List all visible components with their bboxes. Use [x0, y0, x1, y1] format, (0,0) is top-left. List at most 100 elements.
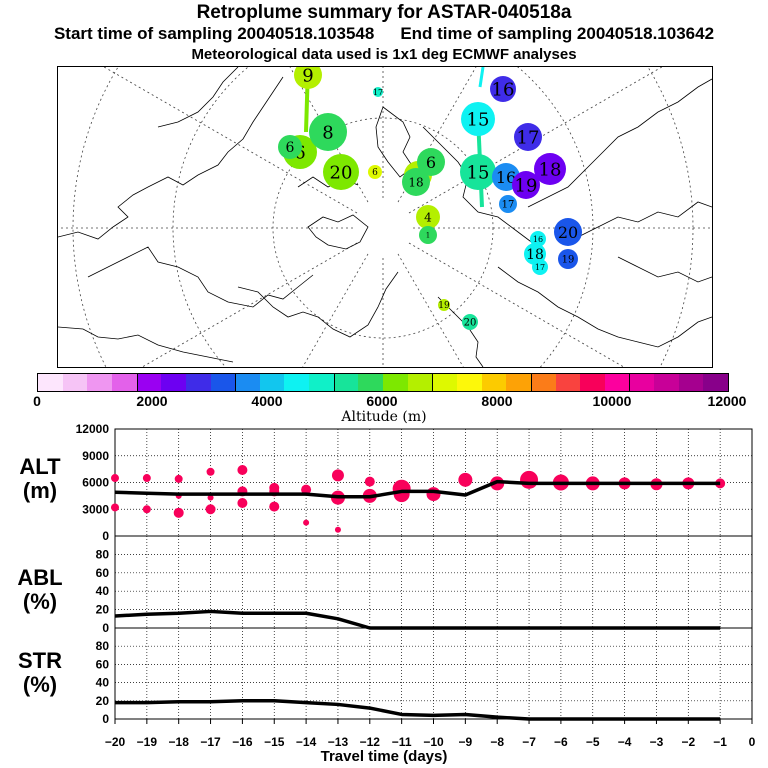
x-tick-label: −5 [586, 735, 600, 749]
plume-circle [512, 171, 540, 199]
x-tick-label: −13 [328, 735, 349, 749]
coastline [157, 67, 239, 128]
colorbar-tick-label: 8000 [481, 393, 513, 409]
plume-label: 19 [438, 301, 450, 311]
colorbar-swatch [555, 374, 581, 391]
colorbar-swatch [259, 374, 285, 391]
met-data-note: Meteorological data used is 1x1 deg ECMW… [191, 46, 577, 63]
plume-circle [558, 249, 578, 269]
cluster-dot [174, 474, 183, 483]
meridian-line [141, 242, 358, 367]
colorbar-swatch [235, 374, 261, 391]
cluster-dot [237, 498, 248, 509]
x-tick-label: −10 [423, 735, 444, 749]
plume-circle [373, 87, 383, 97]
y-tick-label: 60 [96, 566, 110, 580]
alt-panel-label: ALT (m) [0, 455, 80, 503]
abl-panel-label: ABL (%) [0, 566, 80, 614]
plume-circle [416, 205, 440, 229]
plume-circle [514, 123, 542, 151]
x-tick-label: −12 [360, 735, 381, 749]
colorbar-divider [629, 374, 631, 391]
colorbar-swatch [185, 374, 211, 391]
x-tick-label: 0 [749, 735, 756, 749]
cluster-dot [303, 519, 310, 526]
meridian-line [397, 253, 464, 367]
plume-label: 20 [330, 162, 353, 183]
x-axis-title: Travel time (days) [320, 748, 448, 765]
plume-label: 4 [424, 210, 432, 224]
colorbar-swatch [136, 374, 162, 391]
colorbar-divider [333, 374, 335, 391]
coastlines [58, 67, 712, 367]
str-name: STR [18, 648, 62, 673]
x-tick-label: −7 [522, 735, 536, 749]
cluster-dot [237, 465, 248, 476]
colorbar-swatch [87, 374, 113, 391]
x-tick-label: −1 [713, 735, 727, 749]
plume-circle [278, 135, 302, 159]
plume-label: 17 [517, 127, 540, 148]
abl-line [114, 609, 721, 630]
plume-circle [419, 226, 437, 244]
graticule [58, 67, 712, 367]
plume-label: 19 [562, 255, 575, 266]
cluster-dot [458, 472, 473, 487]
x-tick-label: −16 [232, 735, 253, 749]
start-time: Start time of sampling 20040518.103548 [53, 24, 375, 43]
altitude-colorbar [37, 373, 729, 392]
colorbar-swatch [678, 374, 704, 391]
cluster-dot [269, 501, 280, 512]
cluster-dot [142, 505, 151, 514]
plume-track [478, 67, 485, 88]
cluster-dot [173, 507, 184, 518]
retroplume-map: 9176862064186411615171815161917201618191… [57, 66, 713, 368]
plume-circle [417, 148, 445, 176]
x-tick-label: −4 [618, 735, 632, 749]
polar-stereographic-map: 9176862064186411615171815161917201618191… [58, 67, 712, 367]
cluster-dot [207, 494, 214, 501]
coastline [617, 256, 712, 283]
coastline [497, 266, 712, 348]
plume-circle [554, 218, 582, 246]
abl-panel: 0 20 40 60 80 [96, 535, 753, 635]
colorbar-swatch [604, 374, 630, 391]
colorbar-divider [530, 374, 532, 391]
cluster-dot [301, 484, 312, 495]
plume-label: 18 [408, 175, 423, 189]
plume-label: 17 [373, 88, 383, 97]
chart-title: Retroplume summary for ASTAR-040518a [196, 2, 572, 23]
sampling-times: Start time of sampling 20040518.103548 En… [0, 24, 768, 44]
colorbar-divider [136, 374, 138, 391]
alt-line [114, 479, 721, 499]
alt-panel: 0 3000 6000 9000 12000 [76, 422, 753, 543]
coastline [422, 126, 539, 248]
y-tick-label: 60 [96, 657, 110, 671]
plume-circle [490, 76, 516, 102]
colorbar-swatch [333, 374, 359, 391]
x-tick-label: −11 [392, 735, 412, 749]
plume-label: 9 [302, 67, 313, 86]
plume-markers: 9176862064186411615171815161917201618191… [278, 67, 582, 330]
cluster-dot [205, 504, 216, 515]
colorbar-swatch [629, 374, 655, 391]
coastline [87, 246, 314, 308]
y-tick-label: 20 [96, 603, 110, 617]
plume-label: 6 [426, 153, 436, 172]
colorbar-tick-label: 10000 [592, 393, 632, 409]
y-tick-label: 3000 [82, 502, 109, 516]
colorbar-title: Altitude (m) [341, 409, 427, 425]
end-time: End time of sampling 20040518.103642 [400, 24, 715, 43]
plume-circle [534, 153, 566, 185]
plume-circle [461, 102, 495, 136]
x-tick-label: −18 [169, 735, 190, 749]
plume-circle [460, 154, 496, 190]
colorbar-swatch [456, 374, 483, 391]
cluster-dot [364, 476, 375, 487]
colorbar-swatch [309, 374, 335, 391]
plume-circle [530, 231, 546, 247]
cluster-dot [334, 526, 341, 533]
plume-label: 19 [515, 175, 538, 196]
plume-label: 8 [322, 122, 333, 143]
plume-label: 6 [286, 140, 295, 156]
